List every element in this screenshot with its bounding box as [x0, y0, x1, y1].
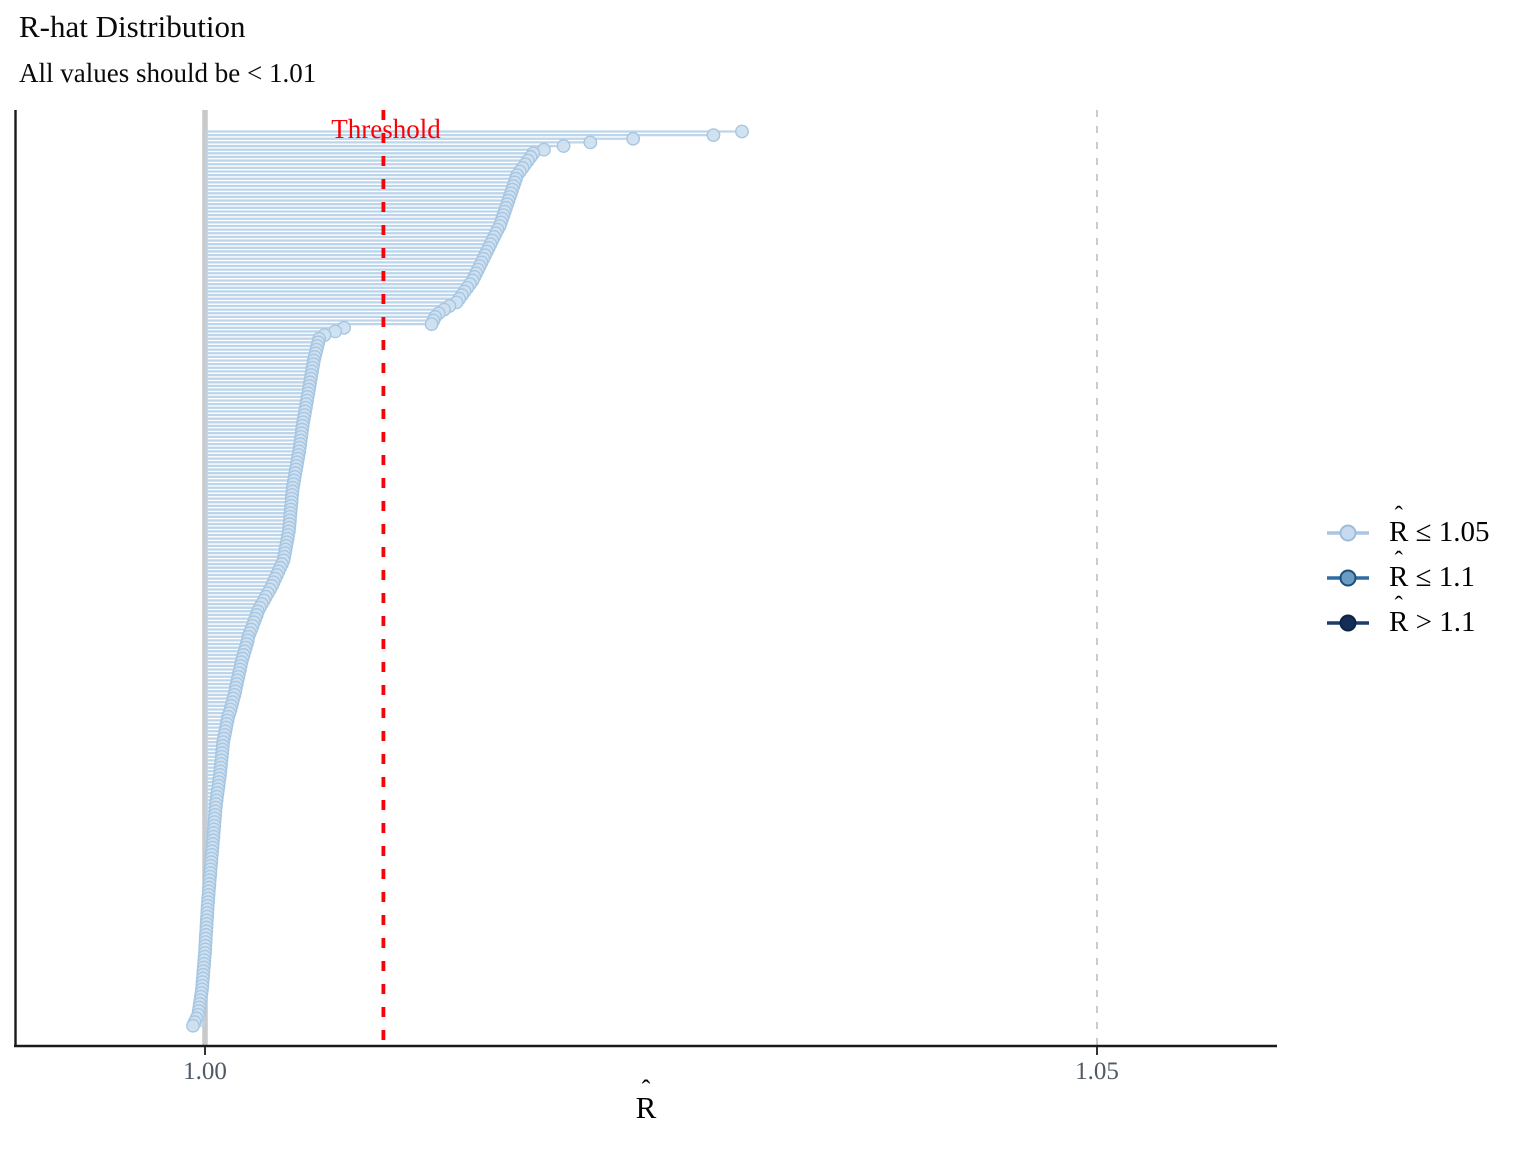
legend-key-icon — [1327, 569, 1369, 586]
rhat-dot — [186, 1018, 200, 1033]
x-tick-label-1.05: 1.05 — [1075, 1058, 1119, 1085]
chart-subtitle: All values should be < 1.01 — [19, 58, 317, 88]
rhat-dot — [424, 317, 439, 332]
threshold-annotation: Threshold — [331, 114, 441, 144]
rhat-dot — [556, 139, 571, 153]
legend-key-icon — [1327, 524, 1369, 541]
lollipop-rows — [186, 124, 749, 1033]
rhat-dot — [626, 131, 641, 146]
rhat-dot — [735, 124, 749, 139]
rhat-dot — [583, 135, 598, 150]
chart-title: R-hat Distribution — [19, 9, 246, 44]
x-tick-label-1.00: 1.00 — [183, 1058, 227, 1085]
rhat-dot — [706, 128, 721, 143]
legend-key-icon — [1327, 614, 1369, 631]
